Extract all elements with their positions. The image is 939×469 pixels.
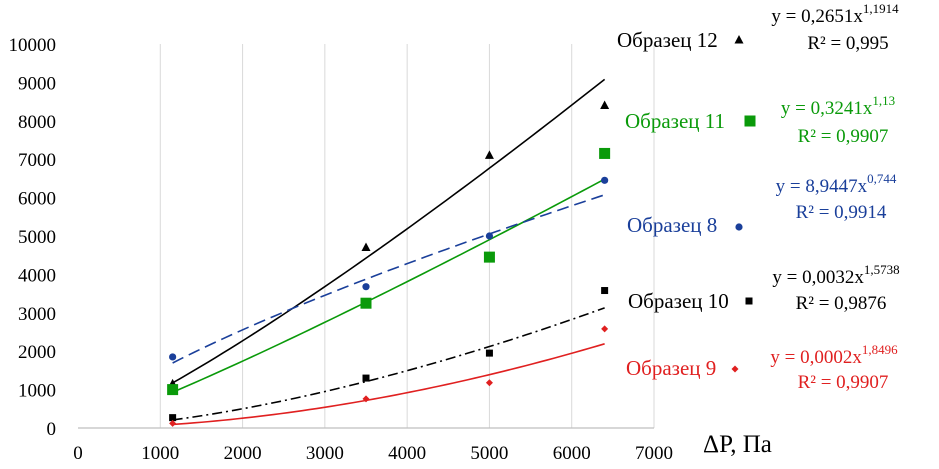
data-point xyxy=(734,35,744,44)
equation-exponent: 1,1914 xyxy=(863,1,899,16)
data-point xyxy=(484,150,494,159)
data-point xyxy=(485,349,493,357)
data-point xyxy=(169,414,177,422)
trend-equation: y = 0,0032x1,5738 xyxy=(772,262,899,288)
y-tick-label: 4000 xyxy=(18,265,56,286)
equation-base: y = 0,0002x xyxy=(770,347,862,368)
legend-label: Образец 8 xyxy=(627,213,717,237)
legend-label: Образец 9 xyxy=(626,356,716,380)
y-tick-label: 9000 xyxy=(18,73,56,94)
data-point xyxy=(362,283,370,291)
trendline xyxy=(172,307,605,421)
legend-label: Образец 10 xyxy=(628,289,729,313)
trendlines xyxy=(172,78,606,426)
equation-exponent: 0,744 xyxy=(867,171,897,186)
equation-base: y = 0,2651x xyxy=(771,6,863,27)
data-point xyxy=(745,297,753,305)
data-point xyxy=(485,232,494,240)
data-point xyxy=(360,297,372,309)
x-tick-label: 3000 xyxy=(306,443,344,464)
trend-equation: y = 0,2651x1,1914 xyxy=(771,1,899,27)
x-tick-label: 6000 xyxy=(553,443,591,464)
y-tick-label: 10000 xyxy=(9,35,57,56)
trendline xyxy=(172,78,606,384)
x-tick-label: 5000 xyxy=(470,443,508,464)
data-point xyxy=(731,365,739,373)
y-tick-label: 5000 xyxy=(18,227,56,248)
x-tick-label: 2000 xyxy=(224,443,262,464)
y-tick-label: 8000 xyxy=(18,112,56,133)
r-squared-label: R² = 0,9914 xyxy=(796,202,887,223)
equation-exponent: 1,8496 xyxy=(862,342,898,357)
y-tick-label: 3000 xyxy=(18,304,56,325)
grid xyxy=(159,44,655,428)
legend-label: Образец 11 xyxy=(625,109,725,133)
data-point xyxy=(485,379,493,387)
x-axis-label: ΔP, Па xyxy=(703,431,772,458)
equation-exponent: 1,5738 xyxy=(864,262,900,277)
legend-label: Образец 12 xyxy=(617,28,718,52)
x-tick-label: 4000 xyxy=(388,443,426,464)
trendline xyxy=(172,178,606,393)
equation-base: y = 0,3241x xyxy=(781,98,873,119)
data-point xyxy=(362,395,370,403)
data-point xyxy=(169,419,177,427)
data-points xyxy=(167,100,611,427)
labels: 0 1000 2000 3000 4000 5000 6000 7000 0 1000 2000 30… xyxy=(9,1,900,464)
trend-equation: y = 0,0002x1,8496 xyxy=(770,342,898,368)
data-point xyxy=(362,374,370,382)
y-tick-label: 7000 xyxy=(18,150,56,171)
r-squared-label: R² = 0,995 xyxy=(807,33,888,54)
equation-base: y = 8,9447x xyxy=(776,176,868,197)
data-point xyxy=(744,115,756,127)
x-tick-label: 0 xyxy=(73,443,83,464)
data-point xyxy=(167,384,179,396)
data-point xyxy=(601,176,609,184)
r-squared-label: R² = 0,9907 xyxy=(798,372,889,393)
x-tick-label: 7000 xyxy=(635,443,673,464)
trendline xyxy=(172,343,605,426)
trend-equation: y = 8,9447x0,744 xyxy=(776,171,897,197)
data-point xyxy=(599,147,611,159)
r-squared-label: R² = 0,9876 xyxy=(796,293,887,314)
data-point xyxy=(601,287,609,295)
equation-exponent: 1,13 xyxy=(872,93,895,108)
equation-base: y = 0,0032x xyxy=(772,267,864,288)
trendline xyxy=(172,194,605,364)
y-tick-label: 0 xyxy=(47,419,57,440)
data-point xyxy=(483,251,495,263)
data-point xyxy=(601,325,609,333)
y-tick-label: 6000 xyxy=(18,189,56,210)
x-tick-label: 1000 xyxy=(141,443,179,464)
y-tick-label: 1000 xyxy=(18,381,56,402)
data-point xyxy=(735,223,743,231)
data-point xyxy=(169,353,177,361)
data-point xyxy=(361,242,371,252)
data-point xyxy=(600,100,610,109)
y-tick-label: 2000 xyxy=(18,342,56,363)
r-squared-label: R² = 0,9907 xyxy=(798,126,889,147)
trend-equation: y = 0,3241x1,13 xyxy=(781,93,895,119)
